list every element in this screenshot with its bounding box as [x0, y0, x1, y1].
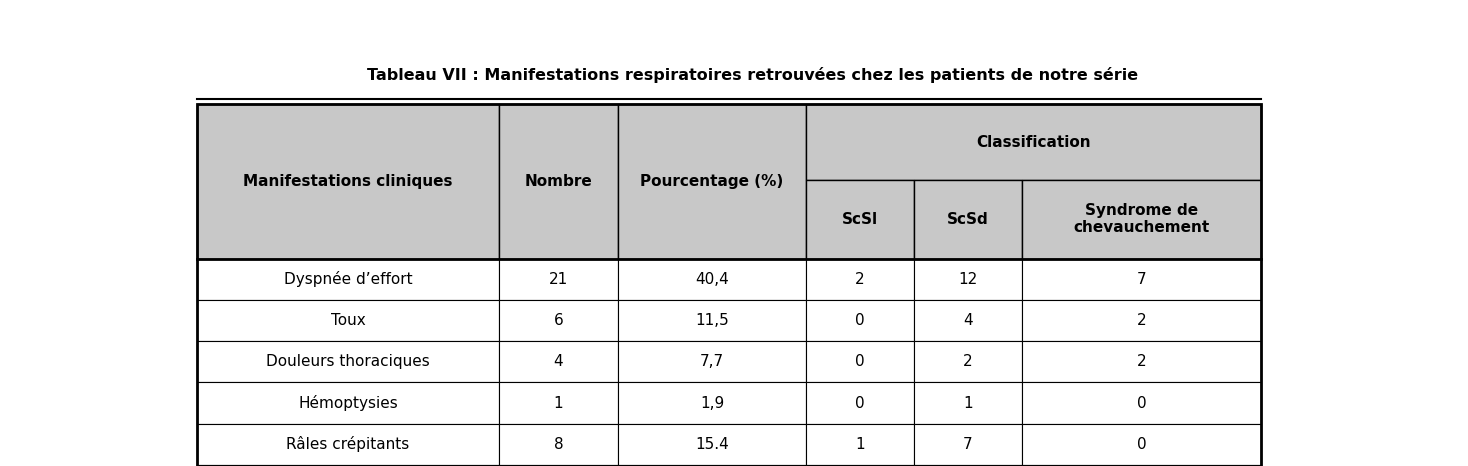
- Text: Pourcentage (%): Pourcentage (%): [640, 174, 784, 189]
- Text: 1: 1: [963, 396, 973, 411]
- Text: 0: 0: [854, 354, 865, 370]
- Bar: [1022, 341, 1261, 383]
- Text: 0: 0: [1136, 437, 1147, 452]
- Text: Classification: Classification: [976, 135, 1091, 150]
- Bar: [1022, 300, 1261, 341]
- Text: 2: 2: [1136, 313, 1147, 328]
- Bar: [915, 341, 1022, 383]
- Bar: [618, 259, 806, 300]
- Bar: [1022, 424, 1261, 465]
- Bar: [915, 180, 1022, 259]
- Bar: [806, 383, 915, 424]
- Bar: [197, 104, 499, 259]
- Bar: [197, 465, 499, 466]
- Bar: [618, 465, 806, 466]
- Bar: [806, 180, 915, 259]
- Text: 0: 0: [1136, 396, 1147, 411]
- Text: 2: 2: [1136, 354, 1147, 370]
- Text: Toux: Toux: [330, 313, 366, 328]
- Bar: [499, 465, 618, 466]
- Bar: [618, 383, 806, 424]
- Text: 15.4: 15.4: [694, 437, 728, 452]
- Text: 1,9: 1,9: [700, 396, 724, 411]
- Text: 11,5: 11,5: [694, 313, 728, 328]
- Text: Tableau VII : Manifestations respiratoires retrouvées chez les patients de notre: Tableau VII : Manifestations respiratoir…: [367, 67, 1138, 82]
- Text: 1: 1: [854, 437, 865, 452]
- Bar: [915, 300, 1022, 341]
- Text: ScSl: ScSl: [841, 212, 878, 226]
- Bar: [806, 104, 1261, 180]
- Bar: [197, 424, 499, 465]
- Text: 0: 0: [854, 396, 865, 411]
- Bar: [499, 383, 618, 424]
- Bar: [499, 259, 618, 300]
- Text: 0: 0: [854, 313, 865, 328]
- Text: ScSd: ScSd: [947, 212, 989, 226]
- Bar: [197, 383, 499, 424]
- Bar: [499, 300, 618, 341]
- Bar: [1022, 180, 1261, 259]
- Bar: [499, 104, 618, 259]
- Text: 8: 8: [553, 437, 564, 452]
- Text: 12: 12: [959, 272, 978, 287]
- Text: 7: 7: [963, 437, 973, 452]
- Bar: [618, 341, 806, 383]
- Text: 40,4: 40,4: [694, 272, 728, 287]
- Text: 2: 2: [963, 354, 973, 370]
- Bar: [618, 300, 806, 341]
- Bar: [915, 383, 1022, 424]
- Bar: [806, 300, 915, 341]
- Bar: [197, 300, 499, 341]
- Bar: [1022, 383, 1261, 424]
- Text: Dyspnée d’effort: Dyspnée d’effort: [283, 271, 413, 287]
- Bar: [806, 424, 915, 465]
- Bar: [618, 104, 806, 259]
- Bar: [1022, 465, 1261, 466]
- Text: 6: 6: [553, 313, 564, 328]
- Text: 7,7: 7,7: [700, 354, 724, 370]
- Bar: [806, 465, 915, 466]
- Bar: [618, 424, 806, 465]
- Text: Manifestations cliniques: Manifestations cliniques: [244, 174, 452, 189]
- Text: 2: 2: [854, 272, 865, 287]
- Bar: [499, 341, 618, 383]
- Text: 21: 21: [549, 272, 568, 287]
- Text: Hémoptysies: Hémoptysies: [298, 395, 398, 411]
- Text: Douleurs thoraciques: Douleurs thoraciques: [266, 354, 430, 370]
- Text: Râles crépitants: Râles crépitants: [286, 436, 410, 452]
- Bar: [915, 465, 1022, 466]
- Text: 4: 4: [553, 354, 564, 370]
- Text: Syndrome de
chevauchement: Syndrome de chevauchement: [1073, 203, 1210, 235]
- Bar: [499, 424, 618, 465]
- Bar: [1022, 259, 1261, 300]
- Text: 1: 1: [553, 396, 564, 411]
- Text: 7: 7: [1136, 272, 1147, 287]
- Bar: [806, 259, 915, 300]
- Text: 4: 4: [963, 313, 973, 328]
- Text: Nombre: Nombre: [524, 174, 592, 189]
- Bar: [915, 424, 1022, 465]
- Bar: [197, 341, 499, 383]
- Bar: [197, 259, 499, 300]
- Bar: [806, 341, 915, 383]
- Bar: [915, 259, 1022, 300]
